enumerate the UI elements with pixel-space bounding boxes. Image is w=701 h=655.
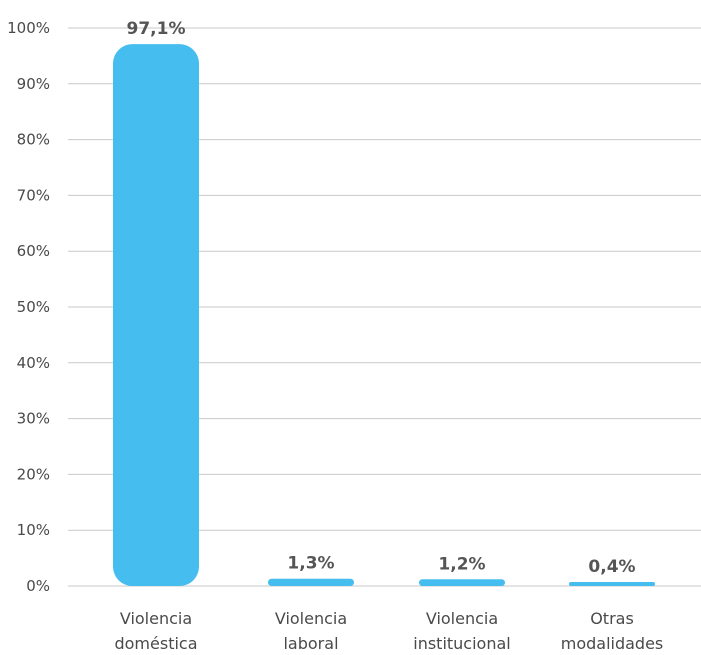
x-category-label: modalidades (561, 634, 664, 653)
y-tick-label: 0% (26, 577, 50, 595)
y-tick-label: 10% (17, 521, 50, 539)
y-tick-label: 90% (17, 75, 50, 93)
bar (569, 582, 655, 586)
bar (113, 44, 199, 586)
x-category-label: Violencia (120, 609, 192, 628)
x-category-label: institucional (413, 634, 510, 653)
y-tick-label: 80% (17, 131, 50, 149)
data-labels: 97,1% 1,3% 1,2% 0,4% (127, 19, 636, 577)
x-category-label: laboral (283, 634, 338, 653)
x-category-label: Otras (590, 609, 634, 628)
y-axis-ticks: 0% 10% 20% 30% 40% 50% 60% 70% 80% 90% 100% (7, 19, 50, 595)
y-tick-label: 100% (7, 19, 50, 37)
data-label: 97,1% (127, 19, 186, 39)
y-tick-label: 60% (17, 242, 50, 260)
y-tick-label: 70% (17, 186, 50, 204)
y-tick-label: 30% (17, 410, 50, 428)
x-category-label: Violencia (275, 609, 347, 628)
data-label: 1,3% (287, 554, 334, 574)
x-axis-categories: Violencia doméstica Violencia laboral Violen… (114, 609, 663, 653)
x-category-label: Violencia (426, 609, 498, 628)
x-category-label: doméstica (114, 634, 197, 653)
bar (419, 579, 505, 586)
y-tick-label: 50% (17, 298, 50, 316)
bar (268, 578, 354, 586)
bars (113, 44, 655, 586)
y-tick-label: 20% (17, 465, 50, 483)
data-label: 1,2% (438, 554, 485, 574)
data-label: 0,4% (588, 557, 635, 577)
y-tick-label: 40% (17, 354, 50, 372)
